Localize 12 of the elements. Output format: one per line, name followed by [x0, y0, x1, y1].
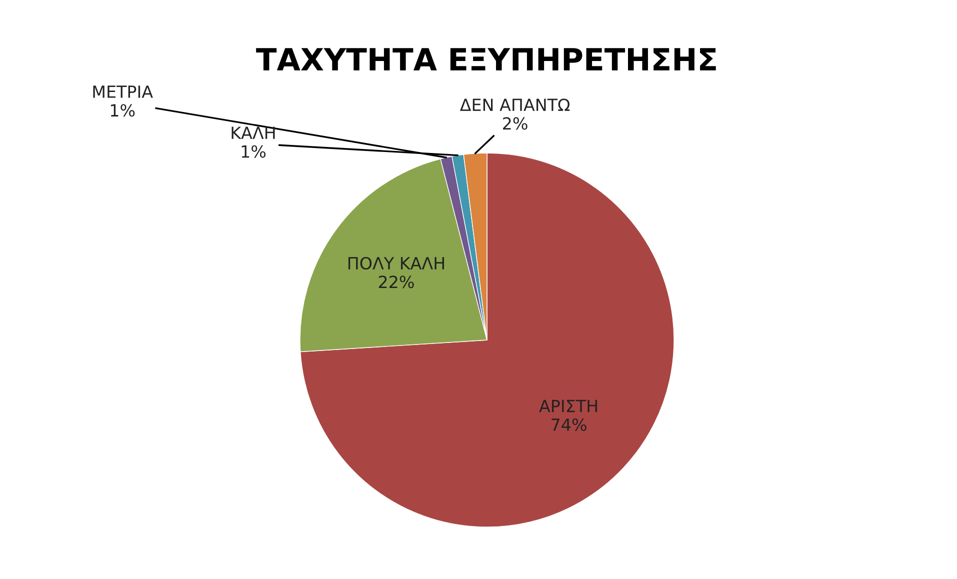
pie-slice — [300, 152, 674, 528]
chart-title: ΤΑΧΥΤΗΤΑ ΕΞΥΠΗΡΕΤΗΣΗΣ — [256, 48, 716, 70]
slice-label: ΠΟΛΥ ΚΑΛΗ — [348, 256, 444, 270]
data-label: 22% — [378, 276, 414, 288]
slice-label: ΑΡΙΣΤΗ — [539, 400, 597, 412]
data-label: 1% — [110, 104, 135, 117]
data-label: 74% — [552, 418, 586, 431]
data-label: 2% — [503, 117, 528, 130]
slice-label: ΜΕΤΡΙΑ — [93, 86, 153, 98]
slice-label: ΔΕΝ ΑΠΑΝΤΩ — [460, 98, 570, 111]
data-label: 1% — [242, 145, 266, 158]
slice-label: ΚΑΛΗ — [232, 126, 275, 139]
